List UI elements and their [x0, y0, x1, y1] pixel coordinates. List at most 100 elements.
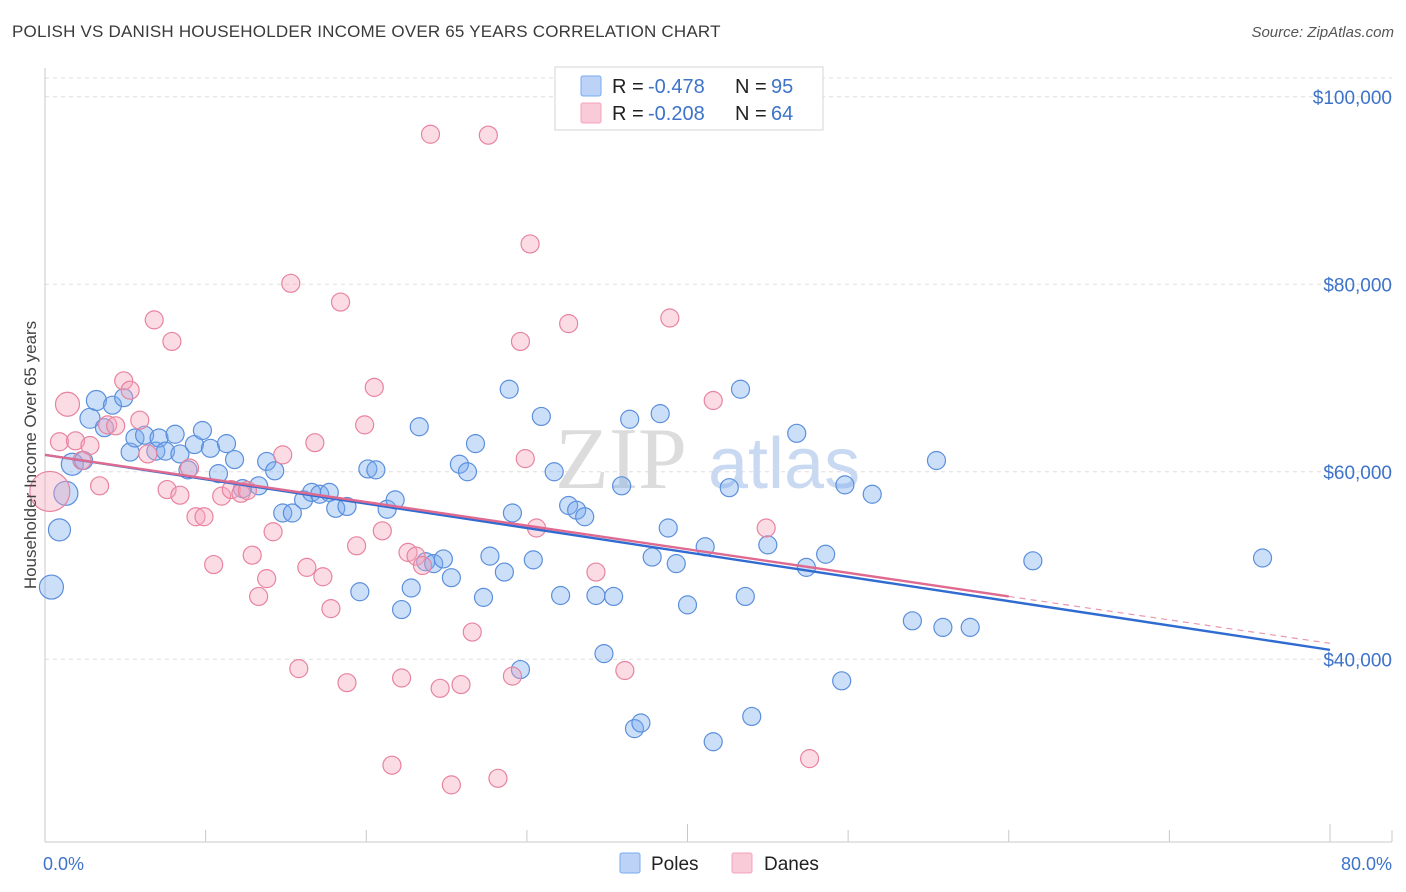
poles-point — [735, 586, 755, 607]
watermark: ZIP atlas — [555, 411, 860, 508]
poles-point — [816, 544, 836, 564]
trend-lines — [44, 453, 1331, 652]
danes-point — [249, 586, 269, 607]
poles-point — [531, 406, 551, 427]
poles-point — [449, 454, 470, 474]
danes-point — [703, 390, 723, 411]
poles-point — [835, 475, 855, 495]
danes-point — [488, 768, 508, 788]
y-tick-label: $60,000 — [1323, 463, 1392, 484]
poles-point — [391, 599, 412, 620]
danes-point — [321, 599, 341, 619]
poles-point — [224, 449, 245, 470]
poles-point — [719, 478, 739, 498]
danes-point — [144, 310, 164, 330]
poles-point — [960, 617, 980, 637]
y-axis-label: Householder Income Over 65 years — [21, 321, 40, 589]
bottom-legend-label-danes: Danes — [764, 854, 819, 875]
y-tick-label: $80,000 — [1323, 275, 1392, 296]
danes-point — [90, 476, 110, 496]
poles-point — [604, 586, 624, 607]
poles-point — [502, 503, 523, 523]
danes-point — [559, 314, 579, 334]
poles-point — [465, 434, 486, 454]
poles-point — [862, 484, 882, 504]
danes-point — [441, 775, 461, 795]
danes-point — [660, 308, 680, 328]
poles-point — [273, 503, 293, 523]
chart-title: POLISH VS DANISH HOUSEHOLDER INCOME OVER… — [12, 22, 721, 41]
x-tick-label: 0.0% — [43, 854, 84, 874]
legend-r-poles: -0.478 — [648, 76, 705, 98]
legend-swatch-poles — [580, 75, 602, 97]
danes-point — [120, 380, 140, 400]
danes-point — [520, 234, 540, 254]
danes-point — [242, 545, 262, 565]
poles-point — [102, 395, 123, 415]
danes-point — [382, 755, 402, 775]
danes-point — [204, 554, 224, 575]
poles-point — [366, 460, 386, 480]
legend-r-label: R = — [612, 76, 644, 98]
poles-points — [38, 379, 1273, 752]
danes-point — [313, 567, 333, 587]
danes-point — [502, 666, 523, 686]
poles-point — [282, 503, 302, 523]
danes-point — [257, 569, 277, 589]
bottom-legend-swatch-danes — [731, 852, 753, 874]
legend-n-label: N = — [735, 103, 767, 125]
watermark-atlas: atlas — [708, 424, 860, 504]
poles-point — [494, 562, 514, 582]
danes-trend-line — [44, 453, 1009, 598]
danes-point — [586, 562, 606, 582]
poles-point — [832, 671, 852, 691]
poles-point — [742, 706, 762, 727]
poles-point — [473, 587, 494, 607]
tick-labels: $40,000 $60,000 $80,000 $100,000 0.0% 80.0% — [43, 88, 1392, 874]
danes-point — [29, 470, 71, 513]
poles-point — [567, 500, 587, 520]
danes-point — [98, 415, 118, 435]
danes-point — [162, 331, 182, 352]
poles-point — [787, 423, 807, 443]
watermark-zip: ZIP — [555, 411, 687, 508]
poles-point — [902, 611, 922, 631]
poles-point — [612, 476, 632, 496]
x-tick-label: 80.0% — [1341, 854, 1392, 874]
poles-point — [926, 450, 947, 471]
danes-point — [451, 674, 471, 695]
danes-point — [170, 485, 190, 505]
poles-point — [441, 568, 461, 588]
poles-point — [358, 459, 378, 479]
poles-point — [457, 462, 478, 482]
danes-point — [406, 546, 426, 566]
poles-point — [620, 409, 640, 429]
danes-point — [799, 749, 820, 769]
poles-point — [1252, 548, 1273, 568]
danes-point — [273, 445, 293, 465]
poles-point — [730, 379, 751, 399]
danes-point — [615, 660, 635, 681]
danes-point — [49, 432, 70, 452]
poles-point — [216, 434, 237, 454]
danes-point — [221, 479, 241, 500]
danes-point — [114, 371, 134, 391]
danes-point — [186, 507, 206, 527]
danes-point — [347, 536, 367, 556]
danes-point — [412, 555, 433, 576]
poles-point — [551, 585, 571, 606]
danes-point — [281, 273, 301, 293]
danes-point — [212, 486, 232, 506]
poles-point — [544, 462, 564, 482]
legend-n-danes: 64 — [771, 103, 793, 125]
poles-point — [480, 546, 500, 566]
danes-point — [263, 522, 283, 542]
poles-point — [38, 574, 65, 600]
poles-point — [666, 554, 686, 574]
danes-point — [510, 331, 531, 352]
danes-point — [65, 431, 86, 451]
poles-point — [409, 417, 429, 437]
legend-r-label: R = — [612, 103, 644, 125]
danes-point — [305, 433, 325, 453]
